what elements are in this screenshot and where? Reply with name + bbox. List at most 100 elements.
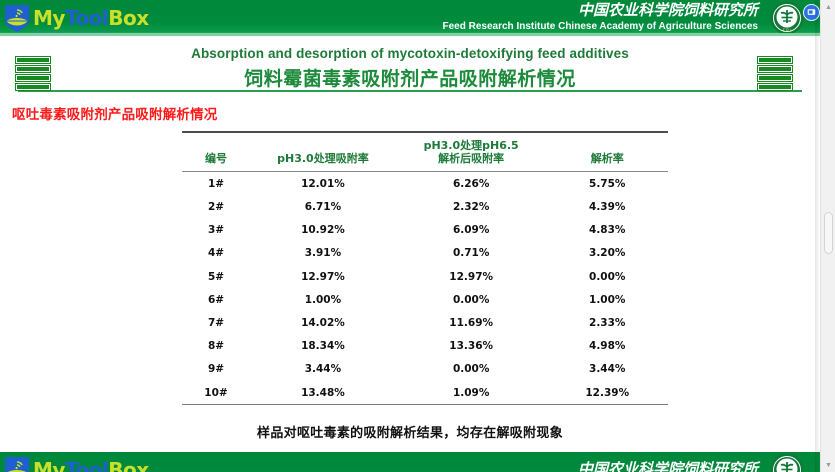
cell-ph3: 3.44% <box>304 363 342 376</box>
cell-ph3: 13.48% <box>250 380 396 406</box>
decor-bar <box>15 65 51 73</box>
logo-text-my: My <box>33 458 65 472</box>
col-header-id: 编号 <box>182 131 251 173</box>
svg-text:F R I: F R I <box>783 28 792 33</box>
logo-text-box: Box <box>108 6 149 30</box>
cell-ph65: 12.97% <box>449 270 494 283</box>
slide-next[interactable]: MyToolBox 中国农业科学院饲料研究所 <box>0 452 820 472</box>
cell-ph3: 12.01% <box>301 177 345 190</box>
cell-ph65: 0.71% <box>452 247 490 260</box>
cell-ph3: 18.34% <box>301 340 345 353</box>
decor-bar <box>15 74 51 82</box>
cell-id: 3# <box>207 224 225 237</box>
cell-desorption: 2.33% <box>589 317 626 329</box>
table-row: 6# 1.00% 0.00% 1.00% <box>182 288 668 311</box>
cell-id: 9# <box>207 363 225 376</box>
institute-titles: 中国农业科学院饲料研究所 Feed Research Institute Chi… <box>443 0 758 36</box>
cell-desorption: 3.20% <box>589 247 626 260</box>
cell-desorption: 4.98% <box>589 340 626 353</box>
col-header-desorption-rate: 解析率 <box>546 131 668 173</box>
col-header-ph3-adsorption: pH3.0处理吸附率 <box>250 131 396 173</box>
col-header-ph65-desorbed-adsorption: pH3.0处理pH6.5 解析后吸附率 <box>395 131 547 173</box>
decor-bar <box>757 56 793 64</box>
decor-bar <box>757 65 793 73</box>
cell-id: 6# <box>207 293 225 306</box>
vertical-scrollbar[interactable]: ▲ ▼ <box>820 0 835 472</box>
mytoolbox-wordmark-next: MyToolBox <box>33 460 149 472</box>
institute-name-cn: 中国农业科学院饲料研究所 <box>577 1 758 20</box>
cell-id: 5# <box>207 270 225 283</box>
scroll-up-arrow-icon[interactable]: ▲ <box>825 3 832 11</box>
cell-ph65: 1.09% <box>395 380 547 406</box>
institute-seal-icon <box>770 453 804 472</box>
table-head: 编号 pH3.0处理吸附率 pH3.0处理pH6.5 解析后吸附率 解析率 <box>182 131 668 173</box>
slide-title-cn: 饲料霉菌毒素吸附剂产品吸附解析情况 <box>244 68 576 90</box>
institute-name-cn: 中国农业科学院饲料研究所 <box>577 460 758 472</box>
cell-desorption: 12.39% <box>546 380 668 406</box>
table-row: 9# 3.44% 0.00% 3.44% <box>182 358 668 381</box>
section-subtitle: 呕吐毒素吸附剂产品吸附解析情况 <box>12 107 218 123</box>
leaf-wifi-shield-icon <box>2 454 32 472</box>
leaf-wifi-shield-icon <box>2 2 32 34</box>
slide-title-band: Absorption and desorption of mycotoxin-d… <box>0 36 820 96</box>
mytoolbox-logo-next[interactable]: MyToolBox <box>0 452 149 472</box>
results-table: 编号 pH3.0处理吸附率 pH3.0处理pH6.5 解析后吸附率 解析率 <box>182 131 668 406</box>
cell-ph3: 3.91% <box>304 247 342 260</box>
cell-ph65: 2.32% <box>452 201 490 214</box>
scrollbar-thumb[interactable] <box>824 212 833 254</box>
cell-id: 8# <box>207 340 225 353</box>
cell-desorption: 4.39% <box>589 201 626 214</box>
table-row: 2# 6.71% 2.32% 4.39% <box>182 195 668 218</box>
cell-ph65: 13.36% <box>449 340 494 353</box>
cell-ph65: 6.09% <box>452 224 490 237</box>
banner-underline <box>0 33 820 36</box>
cell-desorption: 0.00% <box>589 270 626 283</box>
table-body: 1# 12.01% 6.26% 5.75% 2# 6.71% 2.32% 4.3… <box>182 172 668 406</box>
present-screen-icon[interactable] <box>803 4 820 21</box>
scroll-down-arrow-icon[interactable]: ▼ <box>825 461 832 469</box>
cell-ph65: 0.00% <box>452 363 490 376</box>
cell-id: 1# <box>207 177 225 190</box>
cell-id: 2# <box>207 201 225 214</box>
logo-text-box: Box <box>108 458 149 472</box>
mytoolbox-logo[interactable]: MyToolBox THE SMART WAY TO TACKLE MYCOTO… <box>0 0 149 36</box>
logo-text-tool: Tool <box>64 458 109 472</box>
decor-bar <box>757 74 793 82</box>
slide-header-banner: MyToolBox THE SMART WAY TO TACKLE MYCOTO… <box>0 0 820 36</box>
cell-id: 4# <box>207 247 225 260</box>
logo-text-my: My <box>33 6 65 30</box>
slide-title-en: Absorption and desorption of mycotoxin-d… <box>191 46 629 61</box>
decor-bars-right <box>757 56 793 91</box>
logo-text-tool: Tool <box>64 6 109 30</box>
institute-name-en: Feed Research Institute Chinese Academy … <box>442 20 758 32</box>
cell-ph65: 6.26% <box>452 177 490 190</box>
cell-ph3: 6.71% <box>304 201 342 214</box>
slide-conclusion: 样品对呕吐毒素的吸附解析结果，均存在解吸附现象 <box>257 426 563 441</box>
title-divider <box>18 90 802 92</box>
cell-desorption: 1.00% <box>589 293 626 306</box>
table-row: 10# 13.48% 1.09% 12.39% <box>182 380 668 406</box>
cell-ph65: 0.00% <box>452 293 490 306</box>
results-table-container: 编号 pH3.0处理吸附率 pH3.0处理pH6.5 解析后吸附率 解析率 <box>182 131 668 406</box>
table-row: 4# 3.91% 0.71% 3.20% <box>182 242 668 265</box>
table-header-row: 编号 pH3.0处理吸附率 pH3.0处理pH6.5 解析后吸附率 解析率 <box>182 131 668 173</box>
cell-desorption: 3.44% <box>589 363 626 376</box>
table-row: 3# 10.92% 6.09% 4.83% <box>182 219 668 242</box>
decor-bar <box>15 83 51 91</box>
decor-bar <box>15 56 51 64</box>
cell-ph3: 12.97% <box>301 270 345 283</box>
table-row: 8# 18.34% 13.36% 4.98% <box>182 335 668 358</box>
institute-seal-icon: F R I <box>770 1 804 35</box>
cell-ph3: 10.92% <box>301 224 345 237</box>
slide-header-banner-next: MyToolBox 中国农业科学院饲料研究所 <box>0 452 820 472</box>
decor-bars-left <box>15 56 51 91</box>
cell-desorption: 5.75% <box>589 177 626 190</box>
mytoolbox-wordmark: MyToolBox <box>33 8 149 28</box>
table-row: 1# 12.01% 6.26% 5.75% <box>182 172 668 196</box>
table-row: 7# 14.02% 11.69% 2.33% <box>182 311 668 334</box>
decor-bar <box>757 83 793 91</box>
cell-ph3: 14.02% <box>301 317 345 329</box>
cell-ph3: 1.00% <box>304 293 342 306</box>
cell-id: 7# <box>207 317 225 329</box>
